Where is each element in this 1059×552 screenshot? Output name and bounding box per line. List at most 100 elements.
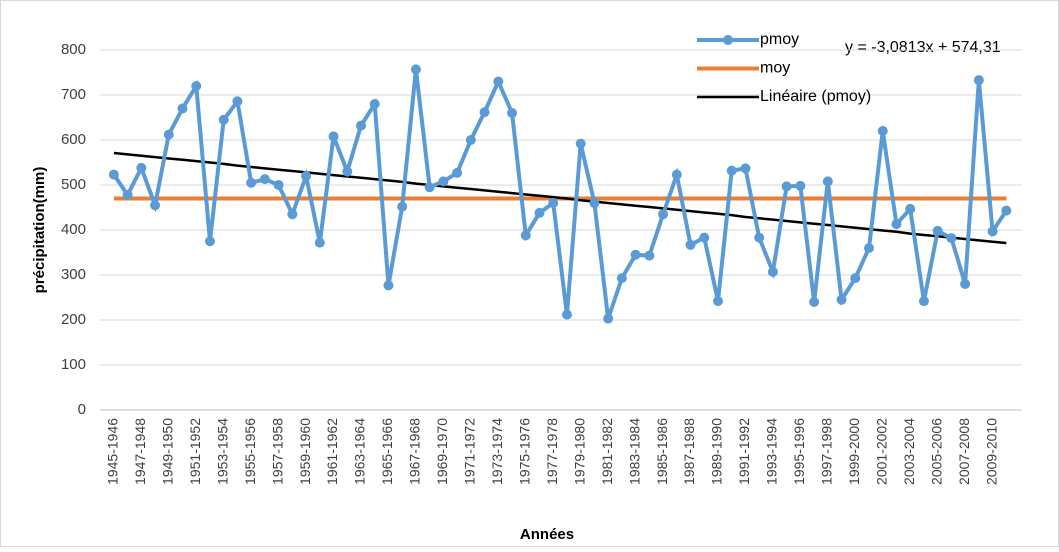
- x-tick-label: 1945-1946: [105, 418, 121, 485]
- data-point: [891, 219, 902, 230]
- x-tick-label: 1993-1994: [764, 418, 780, 485]
- x-tick-label: 1983-1984: [626, 418, 642, 485]
- data-point: [287, 209, 298, 220]
- x-tick-label: 2005-2006: [928, 418, 944, 485]
- data-point: [452, 167, 463, 178]
- x-tick-label: 1987-1988: [681, 418, 697, 485]
- data-point: [754, 232, 765, 243]
- data-point: [616, 273, 627, 284]
- data-point: [369, 99, 380, 109]
- data-point: [383, 280, 394, 291]
- data-point: [438, 176, 449, 187]
- data-point: [301, 171, 312, 181]
- data-point: [1001, 205, 1012, 216]
- y-axis-title: précipitation(mm): [31, 167, 48, 294]
- data-point: [520, 230, 531, 241]
- x-tick-label: 1959-1960: [297, 418, 313, 485]
- data-point: [685, 239, 696, 250]
- data-point: [836, 294, 847, 305]
- data-point: [328, 131, 339, 142]
- y-tick-label: 100: [61, 356, 86, 373]
- data-point: [644, 250, 655, 261]
- data-point: [465, 135, 476, 145]
- x-tick-label: 2007-2008: [956, 418, 972, 485]
- x-tick-label: 1991-1992: [736, 418, 752, 485]
- y-tick-label: 500: [61, 176, 86, 193]
- data-point: [342, 166, 353, 177]
- data-point: [946, 233, 957, 244]
- x-tick-label: 1971-1972: [462, 418, 478, 485]
- data-point: [410, 64, 421, 75]
- data-point: [356, 120, 367, 131]
- x-tick-label: 1963-1964: [352, 418, 368, 485]
- data-point: [273, 180, 284, 190]
- data-point: [397, 201, 408, 212]
- data-point: [136, 162, 147, 173]
- series-line: [113, 151, 1007, 245]
- data-point: [575, 138, 586, 149]
- y-tick-label: 0: [78, 401, 86, 418]
- data-point: [507, 108, 518, 118]
- data-point: [246, 177, 257, 188]
- legend-label: pmoy: [760, 31, 799, 48]
- data-point: [493, 76, 504, 87]
- x-axis-title: Années: [520, 526, 574, 543]
- x-tick-label: 1951-1952: [187, 418, 203, 485]
- x-tick-label: 1981-1982: [599, 418, 615, 485]
- data-point: [918, 296, 929, 307]
- data-point: [122, 189, 133, 200]
- y-tick-label: 200: [61, 311, 86, 328]
- data-point: [795, 180, 806, 191]
- x-tick-label: 1985-1986: [654, 418, 670, 485]
- x-tick-label: 1961-1962: [324, 418, 340, 485]
- data-point: [671, 169, 682, 180]
- y-tick-label: 600: [61, 131, 86, 148]
- data-point: [877, 126, 888, 136]
- data-point: [589, 198, 600, 208]
- legend-label: moy: [760, 60, 790, 77]
- x-tick-label: 2009-2010: [983, 418, 999, 485]
- x-tick-label: 1989-1990: [709, 418, 725, 485]
- x-tick-label: 1965-1966: [379, 418, 395, 485]
- data-point: [630, 249, 641, 260]
- x-tick-label: 1949-1950: [159, 418, 175, 485]
- x-tick-label: 1977-1978: [544, 418, 560, 485]
- data-point: [809, 297, 820, 307]
- y-tick-label: 300: [61, 266, 86, 283]
- data-point: [259, 174, 270, 185]
- x-tick-label: 1969-1970: [434, 418, 450, 485]
- x-tick-label: 1957-1958: [269, 418, 285, 485]
- data-point: [987, 226, 998, 237]
- x-tick-label: 1947-1948: [132, 418, 148, 485]
- data-point: [973, 75, 984, 86]
- data-point: [960, 279, 971, 289]
- data-point: [232, 96, 243, 107]
- x-tick-label: 1999-2000: [846, 418, 862, 485]
- data-point: [699, 232, 710, 243]
- y-tick-label: 800: [61, 41, 86, 58]
- x-tick-label: 1967-1968: [407, 418, 423, 485]
- data-point: [850, 273, 861, 284]
- data-point: [712, 296, 723, 307]
- data-point: [603, 313, 614, 324]
- data-point: [204, 236, 215, 247]
- data-point: [822, 176, 833, 187]
- data-point: [163, 129, 174, 140]
- data-point: [726, 165, 737, 176]
- data-point: [548, 198, 559, 208]
- data-point: [781, 181, 792, 192]
- data-point: [424, 182, 435, 193]
- trend-equation: y = -3,0813x + 574,31: [845, 39, 1001, 56]
- data-point: [864, 243, 875, 253]
- x-tick-label: 1953-1954: [214, 418, 230, 485]
- data-point: [561, 309, 572, 320]
- x-tick-label: 2003-2004: [901, 418, 917, 485]
- x-tick-label: 1997-1998: [819, 418, 835, 485]
- x-tick-label: 2001-2002: [873, 418, 889, 485]
- x-tick-label: 1973-1974: [489, 418, 505, 485]
- data-point: [177, 103, 188, 114]
- y-tick-label: 700: [61, 86, 86, 103]
- legend-marker: [723, 35, 733, 45]
- x-tick-label: 1995-1996: [791, 418, 807, 485]
